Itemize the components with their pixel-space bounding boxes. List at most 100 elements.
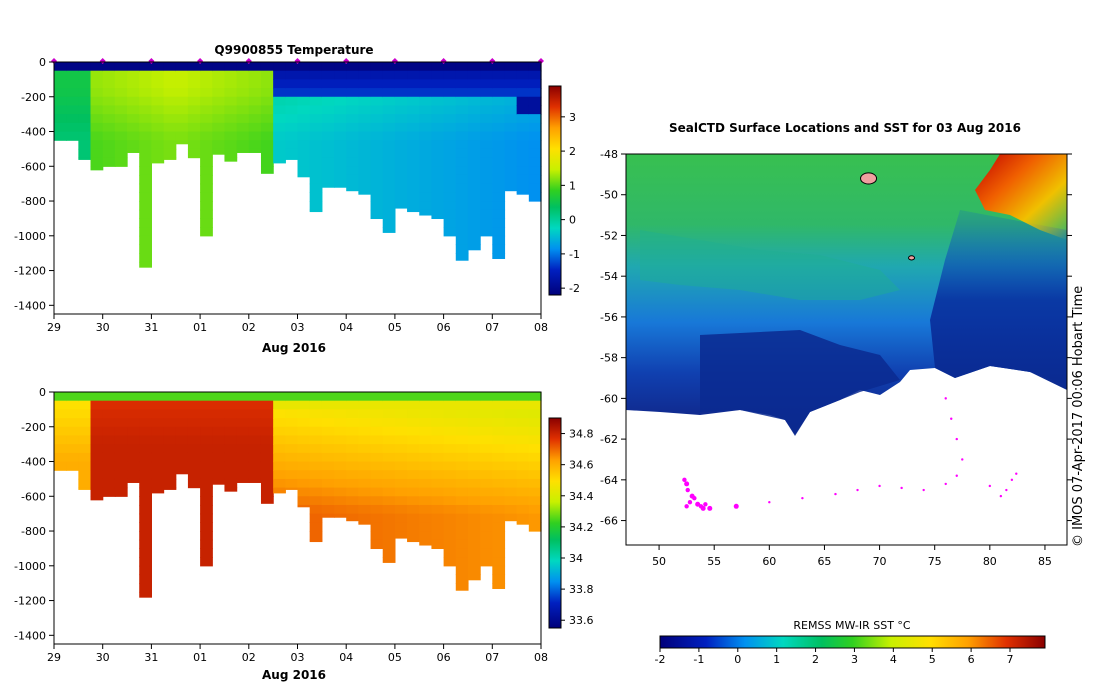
heatmap-cell <box>394 426 408 437</box>
heatmap-cell <box>127 435 140 445</box>
heatmap-cell <box>407 522 420 532</box>
heatmap-cell <box>78 470 92 480</box>
sst-colorbar-tick-label: 0 <box>734 653 741 666</box>
heatmap-cell <box>431 504 445 515</box>
heatmap-cell <box>346 88 359 98</box>
x-tick-label: 03 <box>291 321 305 334</box>
heatmap-cell <box>309 201 323 211</box>
heatmap-cell <box>382 478 396 489</box>
heatmap-cell <box>260 487 274 497</box>
heatmap-cell <box>455 435 469 445</box>
heatmap-cell <box>528 70 542 80</box>
track-point <box>703 502 708 507</box>
heatmap-cell <box>175 452 189 463</box>
heatmap-cell <box>163 435 177 445</box>
heatmap-cell <box>382 426 396 437</box>
heatmap-cell <box>492 531 506 541</box>
temperature-heatmap <box>54 62 542 268</box>
heatmap-cell <box>139 114 152 124</box>
heatmap-cell <box>492 201 506 211</box>
heatmap-cell <box>431 166 445 176</box>
heatmap-cell <box>212 140 226 150</box>
heatmap-cell <box>443 157 457 167</box>
heatmap-cell <box>66 435 79 445</box>
heatmap-cell <box>260 435 274 445</box>
heatmap-cell <box>480 201 493 211</box>
heatmap-cell <box>151 140 165 150</box>
heatmap-cell <box>321 435 335 445</box>
heatmap-cell <box>492 244 506 254</box>
heatmap-cell <box>443 400 457 410</box>
heatmap-cell <box>492 174 506 185</box>
heatmap-cell <box>127 122 140 133</box>
heatmap-cell <box>394 531 408 539</box>
heatmap-cell <box>248 461 262 471</box>
heatmap-cell <box>127 452 140 463</box>
heatmap-cell <box>504 444 518 454</box>
heatmap-cell <box>309 496 323 506</box>
heatmap-cell <box>516 131 530 141</box>
heatmap-cell <box>480 435 493 445</box>
heatmap-cell <box>224 79 238 89</box>
heatmap-cell <box>443 548 457 558</box>
colorbar-tick-label: 34.2 <box>569 521 594 534</box>
heatmap-cell <box>139 183 152 193</box>
heatmap-cell <box>236 96 250 107</box>
heatmap-cell <box>492 565 506 576</box>
heatmap-cell <box>285 487 299 490</box>
heatmap-cell <box>163 70 177 80</box>
heatmap-cell <box>273 157 286 164</box>
heatmap-cell <box>66 444 79 454</box>
heatmap-cell <box>102 444 116 454</box>
heatmap-cell <box>212 70 226 80</box>
heatmap-cell <box>297 88 311 98</box>
heatmap-cell <box>297 470 311 480</box>
heatmap-cell <box>455 548 469 558</box>
heatmap-cell <box>297 157 311 167</box>
heatmap-cell <box>224 409 238 419</box>
heatmap-cell <box>346 418 359 428</box>
heatmap-cell <box>334 122 347 133</box>
heatmap-cell <box>431 122 445 133</box>
heatmap-cell <box>492 574 506 584</box>
heatmap-cell <box>516 444 530 454</box>
heatmap-cell <box>455 174 469 185</box>
y-tick-label: -1400 <box>14 629 46 642</box>
heatmap-cell <box>467 470 481 480</box>
heatmap-cell <box>260 122 274 133</box>
heatmap-cell <box>163 478 177 489</box>
heatmap-cell <box>175 418 189 428</box>
heatmap-cell <box>443 227 457 237</box>
heatmap-cell <box>285 444 299 454</box>
heatmap-cell <box>54 105 67 115</box>
heatmap-cell <box>382 435 396 445</box>
heatmap-cell <box>90 444 104 454</box>
heatmap-cell <box>273 62 286 72</box>
heatmap-cell <box>334 70 347 80</box>
heatmap-cell <box>248 96 262 107</box>
heatmap-cell <box>139 400 152 410</box>
heatmap-cell <box>370 201 384 211</box>
heatmap-cell <box>66 79 79 89</box>
heatmap-cell <box>102 452 116 463</box>
heatmap-cell <box>480 426 493 437</box>
heatmap-cell <box>139 192 152 202</box>
heatmap-cell <box>151 435 165 445</box>
heatmap-cell <box>236 105 250 115</box>
heatmap-cell <box>455 418 469 428</box>
heatmap-cell <box>407 487 420 497</box>
heatmap-cell <box>102 62 116 72</box>
heatmap-cell <box>358 70 372 80</box>
heatmap-cell <box>127 470 140 480</box>
heatmap-cell <box>431 418 445 428</box>
heatmap-cell <box>528 88 542 98</box>
heatmap-cell <box>419 148 433 159</box>
heatmap-cell <box>187 88 201 98</box>
heatmap-cell <box>285 105 299 115</box>
heatmap-cell <box>54 435 67 445</box>
heatmap-cell <box>212 418 226 428</box>
heatmap-cell <box>90 400 104 410</box>
seal-track <box>682 397 1018 511</box>
heatmap-cell <box>443 114 457 124</box>
heatmap-cell <box>419 435 433 445</box>
